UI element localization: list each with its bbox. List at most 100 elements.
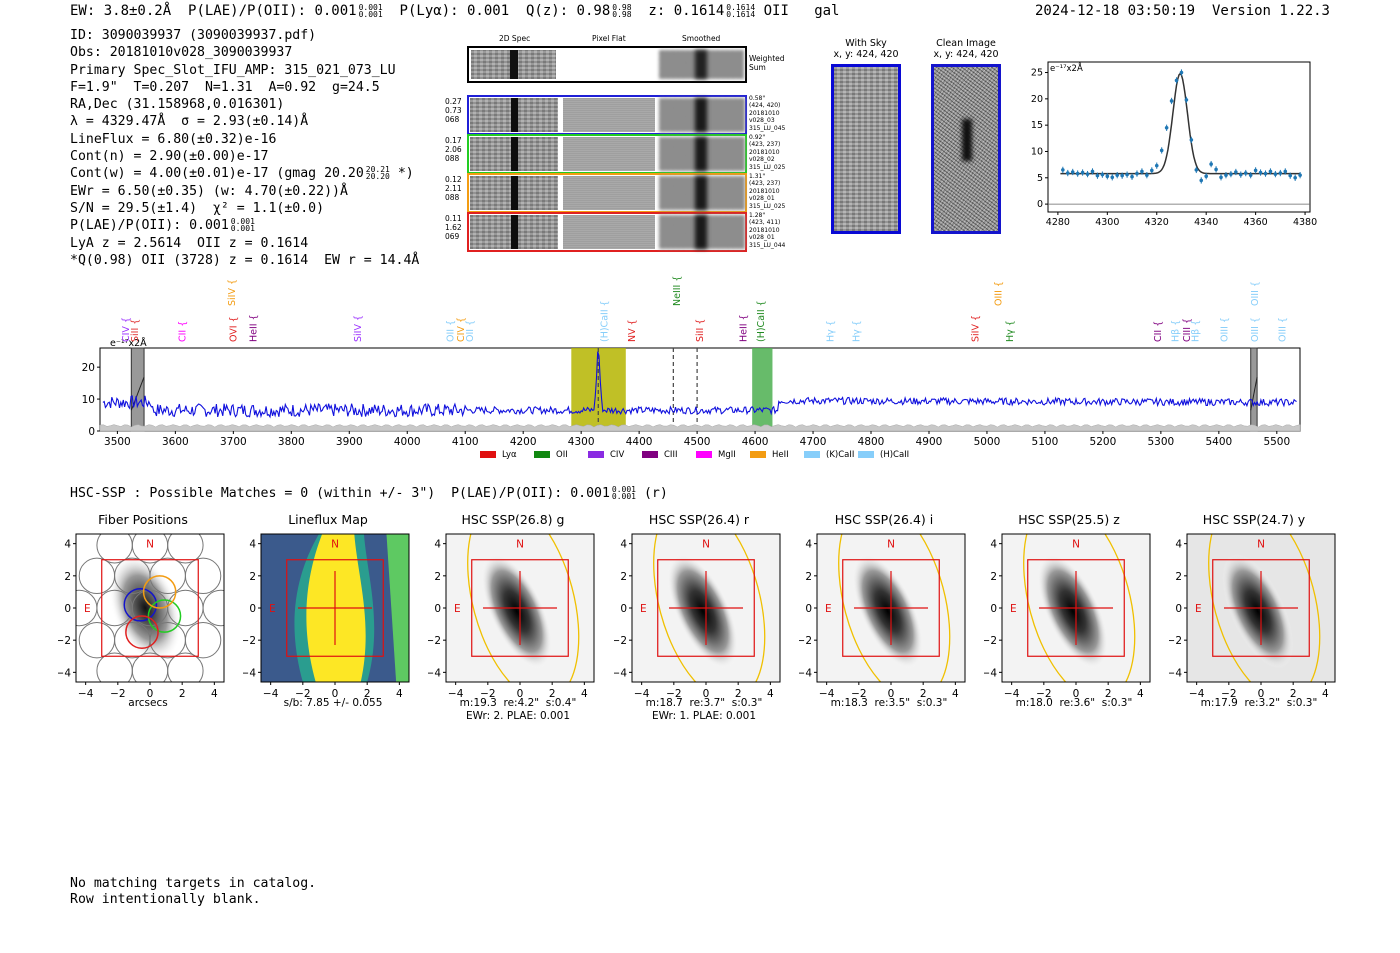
hsc-aperture-box — [842, 559, 940, 657]
clean-image-title: Clean Image — [936, 38, 996, 49]
zoom-data-point — [1061, 168, 1065, 172]
full-xtick-label: 4300 — [568, 436, 595, 448]
zoom-data-point — [1130, 174, 1134, 179]
hsc-xtick-label: −4 — [1189, 688, 1205, 700]
hsc-xtick-label: −2 — [295, 688, 310, 700]
full-xtick-label: 3600 — [162, 436, 189, 448]
hsc-panel-plot: N E −4 −4 −2 −2 0 0 2 2 4 4 — [799, 533, 966, 700]
hsc-ytick-label: 4 — [434, 539, 441, 551]
legend-swatch — [642, 451, 658, 458]
hsc-ytick-label: 4 — [620, 539, 627, 551]
header-z: z: 0.1614 — [648, 3, 725, 19]
header-plae-range: 0.001 0.001 — [358, 3, 383, 19]
zoom-data-point — [1115, 173, 1120, 177]
hsc-panel: HSC SSP(25.5) z N E −4 −4 −2 −2 0 0 2 2 4 4 m:18.0 re… — [984, 512, 1164, 727]
hsc-panel-xlabel: m:17.9 re:3.2" s:0.3" — [1200, 697, 1318, 709]
hsc-xtick-label: −2 — [110, 688, 125, 700]
spec2d-row: 0.12 2.11 088 1.31" (423, 237) 20181010 v028_… — [445, 173, 790, 213]
hsc-ytick-label: 2 — [990, 571, 997, 583]
hsc-panel-plot: N E −4 −4 −2 −2 0 0 2 2 4 4 — [614, 533, 781, 700]
zoom-data-point — [1253, 168, 1258, 173]
zoom-data-point — [1174, 78, 1179, 83]
zoom-data-point — [1204, 174, 1208, 179]
full-xtick-label: 4500 — [684, 436, 711, 448]
with-sky-title: With Sky — [845, 38, 887, 49]
footer-line-1: No matching targets in catalog. — [70, 876, 317, 891]
zoom-data-point — [1110, 175, 1115, 180]
legend-swatch — [480, 451, 496, 458]
full-line-label: Hβ { — [1170, 320, 1181, 342]
zoom-data-point — [1189, 138, 1194, 142]
hsc-panel-plot: N E −4 −4 −2 −2 0 0 2 2 4 4 — [58, 533, 225, 700]
full-unit-label: e⁻¹⁷x2Å — [110, 337, 147, 349]
legend-swatch — [804, 451, 820, 458]
full-xtick-label: 5500 — [1263, 436, 1290, 448]
cutout-with-sky: With Sky x, y: 424, 420 — [828, 38, 904, 238]
info-primary: Primary Spec_Slot_IFU_AMP: 315_021_073_L… — [70, 62, 396, 78]
hsc-xtick-label: 4 — [952, 688, 959, 700]
full-line-label: NeIII { — [672, 276, 683, 306]
zoom-data-point — [1090, 169, 1095, 174]
legend-label: CIII — [664, 450, 677, 460]
hsc-ytick-label: 0 — [805, 603, 812, 615]
full-line-label: OIII { — [1250, 317, 1261, 342]
spec2d-row-left-label: 0.17 2.06 088 — [445, 136, 462, 163]
spec2d-row: 0.11 1.62 069 1.28" (423, 411) 20181010 v028_… — [445, 212, 790, 252]
hsc-xtick-label: 4 — [1137, 688, 1144, 700]
hsc-ytick-label: −4 — [614, 667, 627, 679]
zoom-data-point — [1243, 171, 1248, 175]
zoom-unit-label: e⁻¹⁷x2Å — [1050, 62, 1083, 74]
zoom-ytick-label: 20 — [1031, 94, 1043, 105]
full-highlight-band — [752, 348, 773, 431]
hsc-ytick-label: −4 — [428, 667, 441, 679]
hsc-ytick-label: 2 — [434, 571, 441, 583]
zoom-data-point — [1140, 169, 1144, 174]
hsc-panel-title: Lineflux Map — [288, 512, 368, 527]
full-line-label: SiIV { — [227, 279, 238, 306]
full-line-label: Hγ { — [825, 320, 836, 342]
zoom-data-point — [1070, 170, 1075, 174]
zoom-data-point — [1125, 172, 1129, 177]
legend-swatch — [858, 451, 874, 458]
full-line-label: CIV { — [121, 317, 132, 342]
full-highlight-band — [571, 348, 626, 431]
hsc-ytick-label: 0 — [64, 603, 71, 615]
info-lya: LyA z = 2.5614 OII z = 0.1614 — [70, 235, 309, 251]
zoom-data-point — [1095, 173, 1100, 178]
hsc-ytick-label: 0 — [620, 603, 627, 615]
spec2d-row-image — [467, 212, 747, 252]
hsc-ytick-label: −2 — [243, 635, 256, 647]
full-xtick-label: 5100 — [1032, 436, 1059, 448]
hsc-xtick-label: 2 — [364, 688, 371, 700]
hsc-panel-sublabel: EWr: 2. PLAE: 0.001 — [465, 710, 571, 722]
full-masked-band — [1250, 347, 1258, 432]
hsc-panel: HSC SSP(26.8) g N E −4 −4 −2 −2 0 0 2 2 4 4 m:19.3 re… — [428, 512, 608, 727]
header-class: gal — [814, 3, 840, 19]
hsc-ytick-label: 4 — [805, 539, 812, 551]
full-xtick-label: 5200 — [1090, 436, 1117, 448]
header-summary: EW: 3.8±0.2Å P(LAE)/P(OII): 0.001 0.001 0.… — [70, 3, 840, 19]
full-xtick-label: 4900 — [916, 436, 943, 448]
zoom-data-point — [1150, 168, 1154, 173]
hsc-ytick-label: −4 — [243, 667, 256, 679]
full-axes-frame — [99, 347, 1301, 432]
hsc-panel-title: HSC SSP(26.8) g — [461, 512, 565, 527]
info-id: ID: 3090039937 (3090039937.pdf) — [70, 28, 317, 43]
zoom-data-point — [1268, 169, 1273, 174]
full-xtick-label: 3800 — [278, 436, 305, 448]
hsc-ytick-label: 2 — [249, 571, 256, 583]
hsc-panel-xlabel: m:18.3 re:3.5" s:0.3" — [830, 697, 948, 709]
hsc-panel: Fiber Positions N E −4 −4 −2 −2 0 0 2 2 4 4 arcsecs — [58, 512, 238, 727]
full-xtick-label: 3700 — [220, 436, 247, 448]
zoom-xtick-label: 4320 — [1145, 217, 1169, 228]
hsc-xtick-label: 0 — [147, 688, 154, 700]
legend-label: (K)CaII — [826, 450, 854, 460]
hsc-xtick-label: −4 — [1004, 688, 1020, 700]
hsc-panel-plot: N E −4 −4 −2 −2 0 0 2 2 4 4 — [984, 533, 1151, 700]
full-line-label: OIII { — [994, 281, 1005, 306]
hsc-xtick-label: 0 — [517, 688, 524, 700]
full-xtick-label: 4100 — [452, 436, 479, 448]
zoom-data-point — [1224, 173, 1228, 177]
clean-image-coords: x, y: 424, 420 — [933, 49, 999, 60]
zoom-data-point — [1283, 169, 1288, 174]
